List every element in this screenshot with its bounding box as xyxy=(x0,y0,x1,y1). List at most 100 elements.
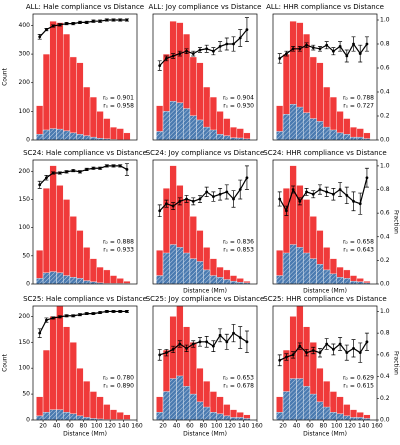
hatch xyxy=(289,378,297,420)
count-bar xyxy=(89,96,97,141)
fraction-point xyxy=(171,204,175,208)
hatch xyxy=(63,412,70,420)
hatch xyxy=(76,134,84,140)
fraction-point xyxy=(291,47,295,51)
correlation-label: rₛ = 0.933 xyxy=(103,247,134,254)
hatch xyxy=(196,119,204,140)
count-bar xyxy=(96,266,104,285)
hatch xyxy=(316,121,324,140)
hatch xyxy=(90,137,97,140)
y-tick-label: 200 xyxy=(19,79,31,86)
fraction-point xyxy=(311,192,315,196)
y-axis-label: Count xyxy=(2,353,9,371)
y-tick-label: 300 xyxy=(19,51,31,58)
fraction-point xyxy=(158,209,162,213)
hatch xyxy=(69,413,77,420)
fraction-point xyxy=(238,188,242,191)
hatch xyxy=(49,128,57,140)
count-bar xyxy=(56,22,64,141)
hatch xyxy=(223,135,231,140)
fraction-point xyxy=(218,192,222,196)
hatch xyxy=(236,282,244,284)
hatch xyxy=(309,118,317,140)
y2-tick-label: 0.6 xyxy=(380,351,390,358)
y-tick-label: 50 xyxy=(22,252,30,259)
hatch xyxy=(283,253,290,284)
fraction-point xyxy=(232,42,235,46)
correlation-label: rₛ = 0.930 xyxy=(223,103,254,110)
correlation-label: rₚ = 0.653 xyxy=(223,375,254,382)
fraction-point xyxy=(278,197,282,201)
fraction-point xyxy=(125,310,129,313)
hatch xyxy=(203,407,211,420)
hatch xyxy=(203,269,211,284)
fraction-point xyxy=(305,43,308,47)
fraction-point xyxy=(291,188,295,191)
hatch xyxy=(363,138,371,140)
hatch xyxy=(63,130,70,140)
hatch xyxy=(323,407,331,420)
hatch xyxy=(336,277,344,284)
count-bar xyxy=(83,380,91,421)
x-axis-label: Distance (Mm) xyxy=(183,288,227,295)
fraction-point xyxy=(51,24,55,28)
hatch xyxy=(43,412,50,420)
hatch xyxy=(103,138,111,140)
fraction-point xyxy=(205,190,209,194)
hatch xyxy=(36,134,44,140)
fraction-point xyxy=(198,48,202,52)
fraction-point xyxy=(352,42,355,46)
fraction-point xyxy=(238,336,242,339)
hatch xyxy=(83,417,91,420)
hatch xyxy=(156,275,164,284)
hatch xyxy=(283,391,290,420)
correlation-label: rₚ = 0.788 xyxy=(343,95,374,102)
fraction-point xyxy=(245,340,249,344)
fraction-point xyxy=(158,353,162,357)
y2-tick-label: 0.4 xyxy=(380,89,390,96)
fraction-point xyxy=(352,346,355,350)
correlation-label: rₚ = 0.901 xyxy=(103,95,134,102)
fraction-point xyxy=(191,52,195,55)
fraction-line xyxy=(159,332,248,356)
y2-tick-label: 0.8 xyxy=(380,41,390,48)
y-tick-label: 50 xyxy=(22,391,30,398)
count-bar xyxy=(89,391,97,421)
correlation-label: rₚ = 0.836 xyxy=(223,239,254,246)
count-bar xyxy=(62,326,71,421)
hatch xyxy=(296,247,304,284)
count-bar xyxy=(56,185,64,285)
axes-frame xyxy=(272,305,378,421)
fraction-point xyxy=(338,188,342,191)
fraction-point xyxy=(38,331,42,335)
hatch xyxy=(276,412,284,420)
hatch xyxy=(196,261,204,284)
x-tick-label: 40 xyxy=(173,423,181,430)
fraction-point xyxy=(98,166,102,170)
fraction-point xyxy=(211,49,215,53)
fraction-point xyxy=(178,199,182,203)
hatch xyxy=(183,253,190,284)
fraction-point xyxy=(112,18,115,22)
y2-tick-label: 1.0 xyxy=(380,17,390,24)
fraction-point xyxy=(51,171,55,175)
fraction-point xyxy=(198,197,202,201)
fraction-point xyxy=(91,312,95,315)
fraction-point xyxy=(78,313,82,317)
y-tick-label: 100 xyxy=(19,224,31,231)
hatch xyxy=(183,386,190,420)
count-bar xyxy=(116,278,124,285)
hatch xyxy=(230,281,237,284)
hatch xyxy=(56,409,64,420)
fraction-point xyxy=(291,353,295,357)
y2-tick-label: 0.0 xyxy=(380,281,390,288)
y2-tick-label: 0.4 xyxy=(380,233,390,240)
x-tick-label: 160 xyxy=(371,423,383,430)
fraction-point xyxy=(58,171,62,175)
hatch xyxy=(216,277,224,284)
fraction-point xyxy=(225,340,229,344)
hatch xyxy=(356,281,364,284)
axes-frame xyxy=(152,159,258,285)
y2-tick-label: 0.6 xyxy=(380,210,390,217)
chart-title: SC24: Joy compliance vs Distance xyxy=(146,149,265,157)
